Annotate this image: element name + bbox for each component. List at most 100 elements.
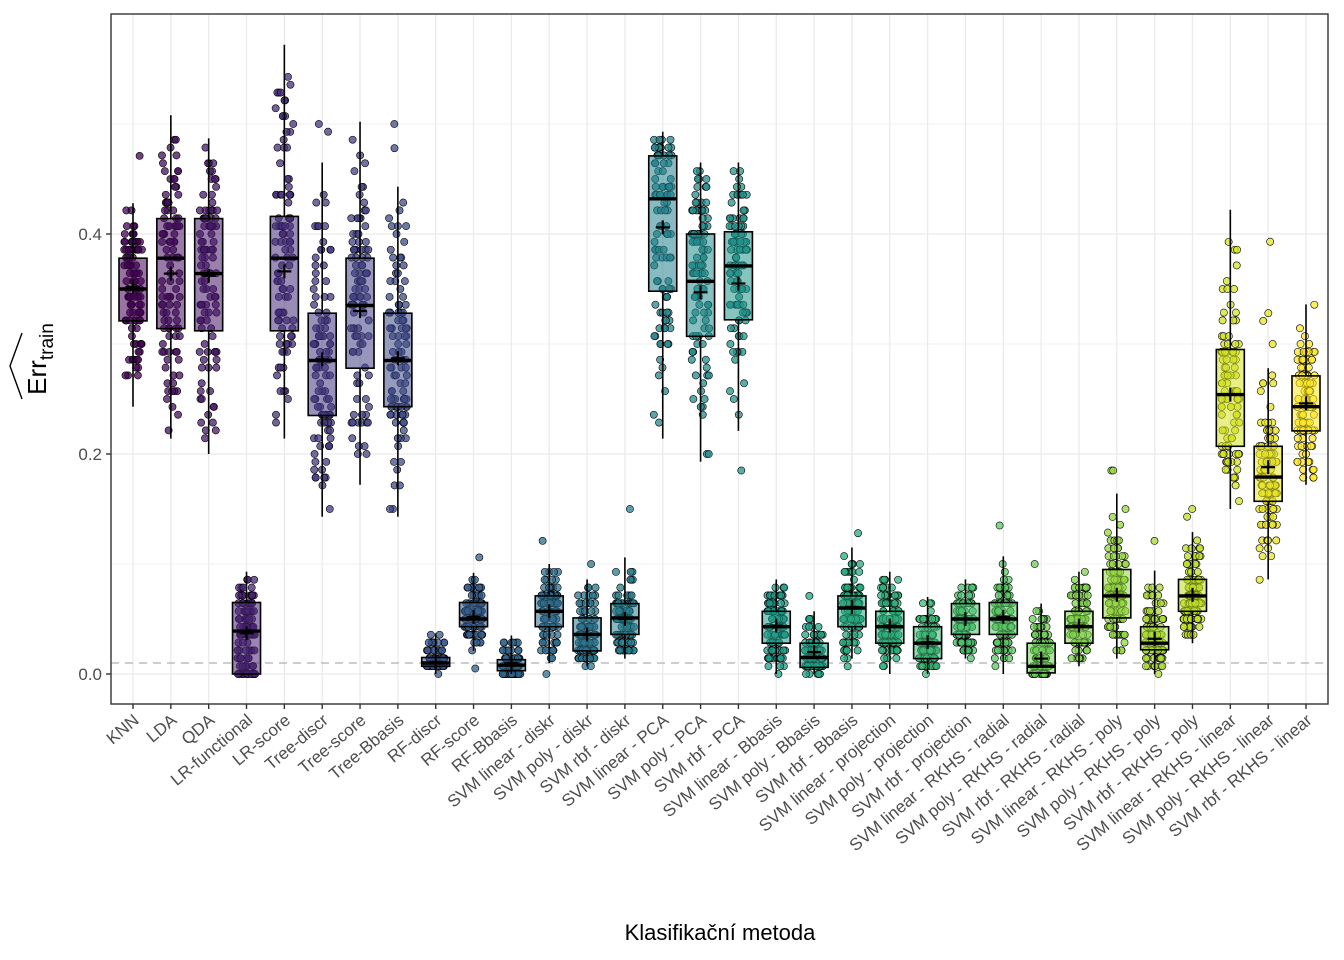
data-point	[284, 182, 293, 191]
data-point	[541, 646, 550, 655]
data-point	[1142, 615, 1151, 623]
data-point	[733, 182, 741, 191]
data-point	[199, 355, 208, 364]
data-point	[1028, 615, 1037, 623]
data-point	[1158, 662, 1167, 671]
data-point	[1121, 505, 1130, 513]
data-point	[814, 670, 823, 678]
data-point-outlier	[995, 521, 1004, 530]
data-point	[361, 222, 370, 231]
data-point	[1296, 340, 1305, 348]
data-point	[877, 591, 886, 600]
data-point	[276, 159, 284, 168]
data-point	[212, 355, 221, 364]
x-axis: KNN LDAQDALR-functionalLR-scoreTree-discr…	[103, 704, 1316, 855]
data-point	[209, 402, 218, 411]
data-point	[1103, 528, 1112, 537]
data-point	[688, 206, 697, 215]
data-point-outlier	[1188, 505, 1197, 513]
data-point	[285, 190, 294, 199]
data-point	[540, 575, 549, 584]
data-point	[120, 237, 129, 246]
data-point	[275, 340, 284, 348]
data-point	[704, 450, 713, 458]
data-point	[662, 308, 671, 317]
data-point	[435, 630, 444, 639]
data-point	[1187, 544, 1196, 553]
data-point	[726, 387, 734, 396]
data-point	[994, 591, 1003, 600]
data-point	[1193, 567, 1202, 576]
data-point	[399, 426, 408, 435]
data-point	[311, 269, 320, 278]
data-point	[768, 646, 777, 655]
data-point	[311, 473, 320, 482]
plot-background	[111, 14, 1328, 704]
data-point	[276, 88, 285, 97]
data-point	[171, 182, 180, 191]
data-point	[326, 426, 334, 435]
data-point	[163, 395, 171, 403]
data-point	[164, 387, 173, 396]
data-point	[855, 567, 864, 576]
data-point-outlier	[542, 670, 551, 678]
data-point	[1231, 340, 1240, 348]
y-axis: 0.0 0.2 0.4	[78, 225, 111, 684]
data-point	[736, 167, 745, 176]
data-point	[553, 583, 562, 592]
x-tick-label: LDA	[143, 710, 181, 746]
data-point	[158, 151, 166, 160]
data-point	[612, 567, 620, 576]
data-point-outlier	[135, 151, 144, 160]
data-point	[771, 583, 780, 592]
data-point	[1187, 615, 1195, 623]
data-point	[1182, 560, 1191, 568]
data-point	[1000, 567, 1009, 576]
data-point	[426, 630, 435, 639]
data-point	[991, 662, 1000, 671]
data-point	[322, 457, 331, 466]
data-point	[878, 583, 887, 592]
data-point	[1187, 567, 1195, 576]
data-point	[1298, 355, 1307, 364]
data-point	[284, 72, 292, 81]
data-point	[386, 245, 395, 254]
data-point	[879, 662, 887, 671]
data-point	[122, 222, 131, 231]
data-point	[400, 277, 409, 286]
data-point	[882, 599, 890, 608]
data-point	[627, 638, 636, 647]
data-point	[361, 237, 370, 246]
data-point	[1255, 544, 1264, 553]
data-point	[1233, 465, 1242, 474]
data-point-outlier	[314, 120, 323, 128]
data-point	[161, 206, 169, 215]
data-point	[385, 292, 394, 301]
data-point	[1256, 387, 1265, 396]
data-point	[802, 670, 810, 678]
y-tick-label: 0.2	[78, 445, 102, 464]
data-point	[840, 567, 849, 576]
data-point-outlier	[1183, 512, 1191, 521]
data-point	[1219, 450, 1228, 458]
data-point	[627, 591, 636, 600]
data-point	[739, 332, 748, 341]
data-point	[311, 457, 320, 466]
data-point	[649, 410, 658, 419]
data-point	[1156, 599, 1165, 608]
data-point-outlier	[1266, 237, 1275, 246]
data-point	[651, 300, 660, 309]
data-point	[805, 615, 814, 623]
data-point	[197, 379, 206, 388]
data-point	[1219, 308, 1228, 317]
data-point	[400, 237, 409, 246]
data-point	[209, 159, 218, 168]
data-point	[158, 340, 167, 348]
data-point	[311, 292, 320, 301]
data-point	[273, 143, 282, 152]
data-point	[1157, 654, 1165, 663]
data-point	[161, 363, 170, 372]
data-point	[386, 505, 394, 513]
data-point	[212, 363, 221, 372]
data-point	[514, 646, 523, 655]
